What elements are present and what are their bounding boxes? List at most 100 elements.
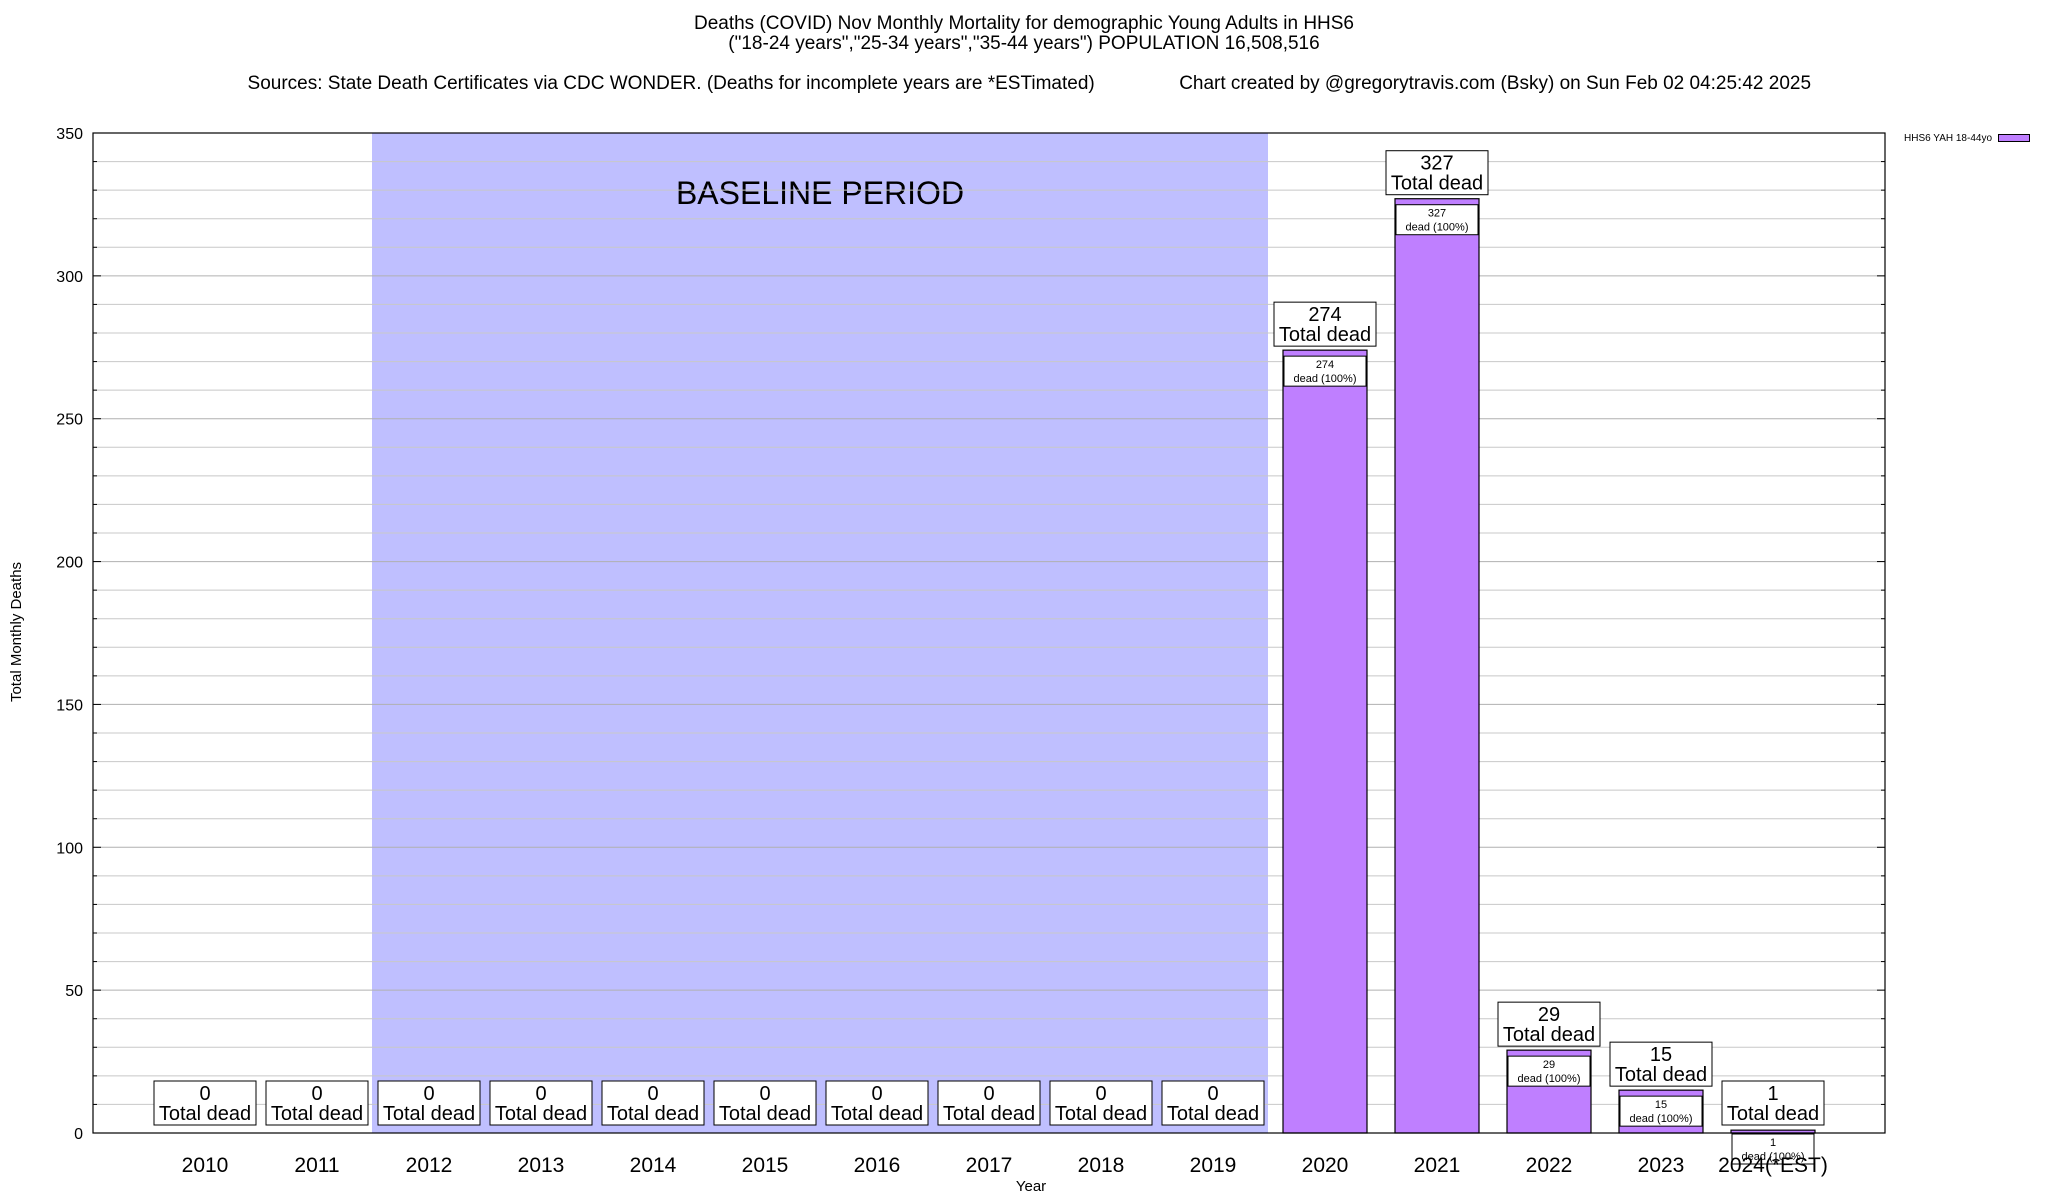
x-tick-label: 2010 [182,1154,229,1177]
bar-total-text: Total dead [1503,1024,1595,1046]
bar-total-text: Total dead [159,1103,251,1125]
bar-total-text: Total dead [831,1103,923,1125]
bar-total-text: Total dead [271,1103,363,1125]
bar-inner-percent: dead (100%) [1518,1073,1581,1085]
bar-inner-value: 274 [1316,359,1334,371]
bar-inner-percent: dead (100%) [1406,222,1469,234]
bar-inner-label-box [1283,355,1367,387]
bar-inner-label-box [1395,204,1479,236]
bar-total-value: 0 [199,1083,210,1105]
bar-total-label-box [937,1080,1041,1126]
x-tick-label: 2016 [854,1154,901,1177]
bar-total-text: Total dead [719,1103,811,1125]
x-axis-title: Year [1016,1178,1046,1195]
baseline-band-layer: BASELINE PERIOD [372,133,1268,1133]
x-tick-label: 2020 [1302,1154,1349,1177]
bar [1394,198,1480,1134]
bar-total-label-box [1497,1001,1601,1047]
bar-inner-percent: dead (100%) [1630,1113,1693,1125]
y-tick-label: 350 [56,126,83,143]
bar-total-text: Total dead [607,1103,699,1125]
y-axis-title: Total Monthly Deaths [8,562,25,702]
bar-inner-value: 29 [1543,1059,1555,1071]
bar-inner-percent: dead (100%) [1742,1151,1805,1163]
x-tick-label: 2018 [1078,1154,1125,1177]
bar-total-value: 327 [1420,153,1453,175]
bar-total-value: 0 [1095,1083,1106,1105]
x-tick-label: 2021 [1414,1154,1461,1177]
x-tick-label: 2011 [294,1154,339,1177]
bar-total-value: 29 [1538,1004,1560,1026]
bar-inner-label-box [1731,1133,1815,1165]
bar-total-label-box [601,1080,705,1126]
bar-total-text: Total dead [495,1103,587,1125]
legend-swatch [1998,134,2031,142]
y-tick-label: 250 [56,412,83,429]
y-tick-label: 150 [56,697,83,714]
bar-total-label-box [1609,1041,1713,1087]
bar-total-value: 1 [1767,1083,1778,1105]
bar-total-label-box [1385,150,1489,196]
y-tick-label: 300 [56,269,83,286]
x-tick-label: 2024(*EST) [1718,1154,1828,1177]
bar-total-label-box [1161,1080,1265,1126]
bar-total-text: Total dead [1727,1103,1819,1125]
bar-total-label-box [1273,301,1377,347]
bar-inner-value: 1 [1770,1137,1776,1149]
bar-inner-percent: dead (100%) [1294,373,1357,385]
x-tick-label: 2012 [406,1154,453,1177]
bar-total-value: 274 [1308,304,1341,326]
bar-total-value: 0 [535,1083,546,1105]
bar-total-label-box [713,1080,817,1126]
bar-total-label-box [489,1080,593,1126]
bar-total-text: Total dead [1167,1103,1259,1125]
bar-total-label-box [377,1080,481,1126]
y-tick-label: 200 [56,555,83,572]
y-tick-label: 50 [65,983,83,1000]
bar-total-label-box [825,1080,929,1126]
bar-inner-value: 327 [1428,208,1446,220]
y-tick-label: 100 [56,840,83,857]
credit-text: Chart created by @gregorytravis.com (Bsk… [1179,73,1812,94]
bar-total-value: 0 [423,1083,434,1105]
bar-inner-label-box [1507,1055,1591,1087]
x-tick-label: 2019 [1190,1154,1237,1177]
bar-total-label-box [1049,1080,1153,1126]
bar-total-text: Total dead [1055,1103,1147,1125]
sources-text: Sources: State Death Certificates via CD… [247,73,1095,94]
bar-total-value: 0 [647,1083,658,1105]
x-tick-label: 2014 [630,1154,677,1177]
x-tick-label: 2022 [1526,1154,1573,1177]
bar-inner-label-box [1619,1095,1703,1127]
legend-label: HHS6 YAH 18-44yo [1904,132,1993,144]
x-tick-label: 2015 [742,1154,789,1177]
y-tick-label: 0 [74,1126,83,1143]
bar-total-text: Total dead [1615,1064,1707,1086]
bar-total-value: 0 [311,1083,322,1105]
bar-total-value: 0 [871,1083,882,1105]
x-tick-label: 2013 [518,1154,565,1177]
bar [1282,349,1368,1134]
bar-total-value: 0 [1207,1083,1218,1105]
sources-credit-line: Sources: State Death Certificates via CD… [0,54,2048,94]
baseline-period-label: BASELINE PERIOD [676,175,964,211]
legend: HHS6 YAH 18-44yo [1904,130,2031,146]
baseline-band [372,133,1268,1133]
chart-subtitle: ("18-24 years","25-34 years","35-44 year… [728,33,1320,54]
bar-total-value: 0 [759,1083,770,1105]
x-tick-label: 2023 [1638,1154,1685,1177]
bar-total-label-box [1721,1080,1825,1126]
plot-frame [92,132,1886,1134]
chart-title: Deaths (COVID) Nov Monthly Mortality for… [693,13,1355,34]
bar-total-value: 0 [983,1083,994,1105]
bar-total-text: Total dead [943,1103,1035,1125]
bar-total-text: Total dead [383,1103,475,1125]
bar-total-label-box [153,1080,257,1126]
grid-layer [93,161,1885,1105]
bar-total-value: 15 [1650,1044,1672,1066]
bar-layer [202,198,1816,1134]
bar-total-text: Total dead [1279,324,1371,346]
bar-total-label-box [265,1080,369,1126]
